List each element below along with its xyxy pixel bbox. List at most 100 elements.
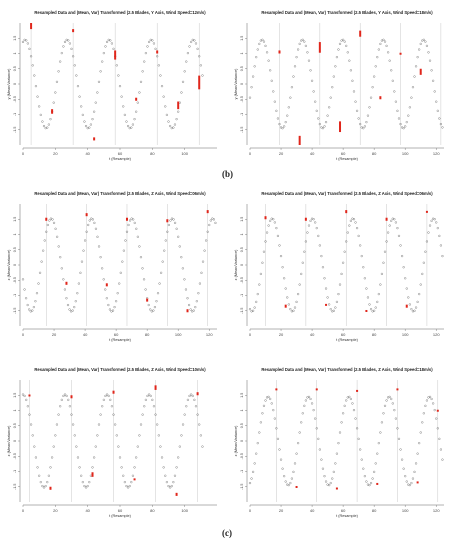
- marker-bar: [175, 492, 178, 496]
- x-axis-label: t (Resample): [336, 338, 358, 342]
- chart-panel-3: Resampled Data and (Mean, Var) Transform…: [5, 186, 225, 342]
- data-point: [273, 417, 276, 420]
- marker-bar: [49, 486, 52, 490]
- data-point: [159, 74, 162, 77]
- marker-bar: [304, 217, 307, 221]
- data-point: [201, 260, 205, 263]
- data-point: [139, 80, 143, 83]
- data-point: [34, 456, 38, 459]
- x-tick-label: 100: [181, 508, 188, 513]
- data-point: [46, 481, 49, 484]
- y-axis-label: z (Mean/Variance): [7, 249, 11, 280]
- y-tick-label: 1.5: [13, 393, 17, 398]
- data-point: [362, 467, 365, 470]
- marker-bar: [206, 210, 209, 214]
- x-tick-label: 60: [341, 332, 346, 337]
- data-point: [51, 218, 54, 221]
- chart-title: Resampled Data and (Mean, Var) Transform…: [34, 191, 206, 196]
- data-point: [185, 405, 188, 408]
- data-point: [52, 221, 56, 224]
- data-point: [184, 288, 188, 291]
- data-point: [382, 261, 385, 264]
- x-tick-label: 80: [372, 151, 377, 156]
- data-point: [262, 404, 266, 407]
- data-point: [438, 234, 441, 237]
- data-point: [28, 47, 31, 50]
- data-point: [297, 293, 300, 296]
- data-point: [287, 303, 290, 306]
- data-point: [284, 287, 287, 290]
- data-point: [390, 397, 393, 401]
- data-point: [124, 239, 127, 242]
- data-point: [273, 221, 276, 224]
- data-point: [433, 218, 436, 221]
- data-point: [404, 475, 407, 478]
- data-point: [318, 123, 321, 126]
- data-point: [96, 235, 99, 238]
- x-axis-label: t (Resample): [109, 338, 131, 342]
- data-point: [374, 65, 377, 68]
- data-point: [250, 86, 253, 89]
- data-point: [360, 255, 363, 258]
- data-point: [109, 39, 112, 42]
- data-point: [324, 121, 328, 124]
- marker-bar: [105, 283, 108, 287]
- data-point: [149, 394, 152, 397]
- y-tick-label: -1: [13, 113, 17, 116]
- data-point: [148, 393, 151, 396]
- data-point: [438, 117, 441, 120]
- data-point: [118, 282, 121, 285]
- data-point: [62, 394, 65, 397]
- x-tick-label: 20: [53, 151, 58, 156]
- data-point: [157, 434, 160, 437]
- data-point: [151, 398, 154, 401]
- y-tick-label: 1: [240, 410, 244, 412]
- data-point: [267, 59, 270, 62]
- data-point: [193, 39, 196, 42]
- data-point: [292, 309, 295, 312]
- y-tick-label: 0: [240, 264, 244, 266]
- data-point: [383, 404, 387, 407]
- data-point: [356, 427, 359, 430]
- data-point: [379, 42, 382, 45]
- x-tick-label: 120: [433, 151, 440, 156]
- data-point: [141, 267, 144, 270]
- data-point: [410, 481, 413, 485]
- chart-panel-1: Resampled Data and (Mean, Var) Transform…: [5, 5, 225, 161]
- data-point: [408, 303, 411, 306]
- data-point: [164, 239, 167, 242]
- data-point: [388, 395, 391, 398]
- data-point: [255, 452, 258, 455]
- y-tick-label: -0.5: [240, 453, 244, 459]
- data-point: [416, 452, 419, 455]
- data-point: [317, 234, 320, 237]
- x-tick-label: 100: [402, 332, 409, 337]
- data-point: [146, 394, 149, 397]
- data-point: [101, 60, 104, 63]
- data-point: [396, 227, 399, 230]
- data-point: [295, 300, 298, 303]
- data-point: [160, 85, 164, 88]
- chart-panel-6: Resampled Data and (Mean, Var) Transform…: [232, 362, 452, 518]
- data-point: [270, 402, 273, 405]
- data-point: [411, 477, 415, 480]
- data-point: [363, 475, 366, 478]
- y-tick-label: 1: [240, 53, 244, 55]
- data-point: [377, 48, 380, 51]
- data-point: [143, 405, 146, 408]
- data-point: [331, 477, 334, 480]
- data-point: [436, 109, 439, 112]
- marker-bar: [93, 137, 96, 141]
- data-point: [30, 55, 33, 58]
- data-point: [248, 308, 252, 311]
- data-point: [194, 42, 198, 45]
- data-point: [311, 79, 314, 82]
- data-point: [187, 303, 191, 307]
- data-point: [31, 64, 34, 67]
- data-point: [337, 48, 340, 51]
- chart-title: Resampled Data and (Mean, Var) Transform…: [261, 191, 433, 196]
- marker-bar: [284, 304, 287, 308]
- data-point: [194, 405, 198, 408]
- data-point: [94, 227, 98, 230]
- data-point: [155, 300, 158, 303]
